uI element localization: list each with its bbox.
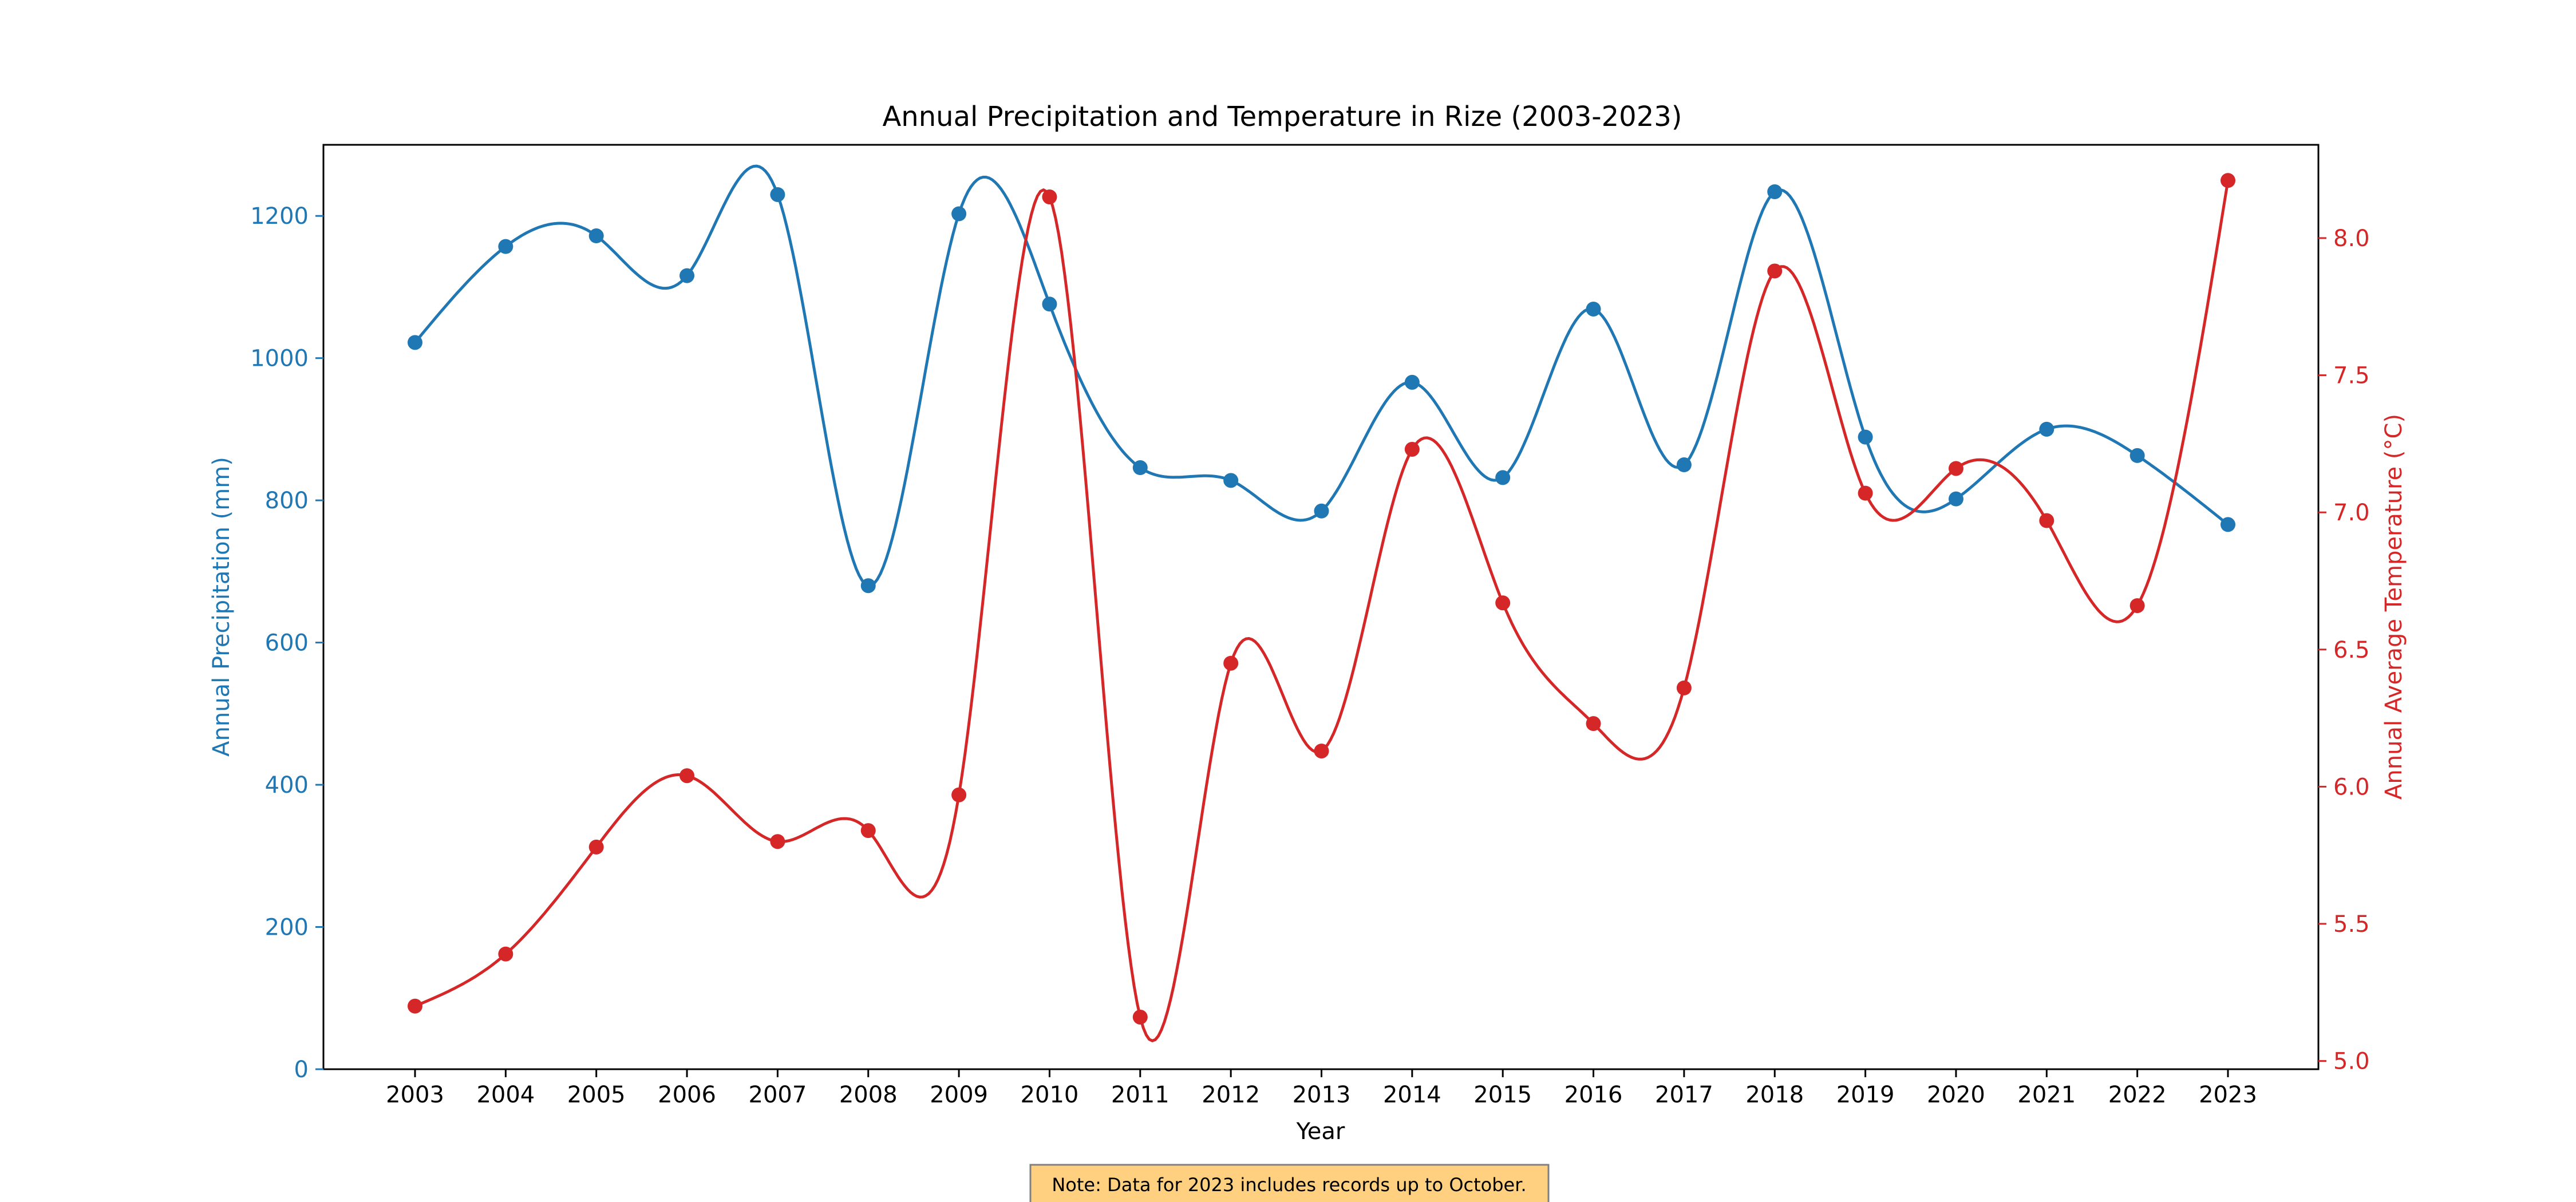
precipitation-data-point <box>1586 301 1601 317</box>
temperature-data-point <box>588 839 604 855</box>
x-tick-label: 2009 <box>930 1082 988 1108</box>
left-y-tick-label: 400 <box>265 772 309 798</box>
precipitation-data-point <box>1495 470 1511 485</box>
x-tick-label: 2008 <box>839 1082 898 1108</box>
precipitation-data-point <box>588 228 604 244</box>
temperature-data-point <box>951 787 967 802</box>
precipitation-data-point <box>1858 429 1873 445</box>
precipitation-data-point <box>1767 184 1783 199</box>
left-y-axis-ticks: 0 200 400 600 800 1000 1200 <box>250 203 323 1083</box>
left-y-tick-label: 1000 <box>250 346 309 372</box>
precipitation-data-point <box>1404 374 1420 390</box>
x-tick-label: 2022 <box>2108 1082 2167 1108</box>
temperature-data-point <box>1858 485 1873 501</box>
precipitation-data-point <box>951 206 967 222</box>
left-y-axis-label: Annual Precipitation (mm) <box>208 457 235 757</box>
x-tick-label: 2006 <box>658 1082 716 1108</box>
x-tick-label: 2016 <box>1564 1082 1623 1108</box>
x-tick-label: 2010 <box>1021 1082 1079 1108</box>
precipitation-data-point <box>1042 296 1057 312</box>
temperature-data-point <box>1948 461 1963 476</box>
precipitation-data-point <box>498 239 513 254</box>
temperature-data-point <box>1223 655 1239 671</box>
temperature-data-point <box>860 823 876 839</box>
x-tick-label: 2011 <box>1111 1082 1170 1108</box>
x-axis-ticks: 2003 2004 2005 2006 2007 2008 2009 2010 2011 2012… <box>386 1069 2257 1108</box>
left-y-tick-label: 600 <box>265 630 309 657</box>
x-tick-label: 2013 <box>1293 1082 1351 1108</box>
x-tick-label: 2012 <box>1202 1082 1260 1108</box>
temperature-data-point <box>408 998 422 1014</box>
precipitation-data-point <box>2221 517 2235 532</box>
temperature-data-point <box>2129 598 2145 614</box>
temperature-data-point <box>1586 716 1601 732</box>
annotation-box: Note: Data for 2023 includes records up … <box>1029 1164 1550 1202</box>
temperature-data-point <box>2039 513 2055 528</box>
temperature-data-point <box>1495 595 1511 611</box>
right-y-tick-label: 8.0 <box>2333 226 2370 252</box>
right-y-axis-label: Annual Average Temperature (°C) <box>2381 414 2407 800</box>
x-tick-label: 2023 <box>2199 1082 2257 1108</box>
x-tick-label: 2014 <box>1383 1082 1441 1108</box>
right-y-tick-label: 5.5 <box>2333 911 2370 938</box>
x-tick-label: 2018 <box>1745 1082 1804 1108</box>
right-y-tick-label: 5.0 <box>2333 1049 2370 1075</box>
right-y-axis-ticks: 5.0 5.5 6.0 6.5 7.0 7.5 8.0 <box>2318 226 2370 1075</box>
annotation-text: Note: Data for 2023 includes records up … <box>1052 1174 1526 1196</box>
precipitation-data-point <box>1132 460 1148 476</box>
precipitation-data-point <box>1676 457 1692 473</box>
left-y-tick-label: 200 <box>265 915 309 941</box>
right-y-tick-label: 6.0 <box>2333 774 2370 800</box>
chart-title: Annual Precipitation and Temperature in … <box>882 101 1682 133</box>
precipitation-data-point <box>860 578 876 594</box>
precipitation-data-point <box>679 268 695 283</box>
x-tick-label: 2004 <box>476 1082 535 1108</box>
annotation-box-background <box>1029 1164 1550 1202</box>
x-axis-label: Year <box>1296 1118 1345 1145</box>
precipitation-data-point <box>1948 491 1963 507</box>
right-y-tick-label: 7.5 <box>2333 363 2370 389</box>
x-tick-label: 2015 <box>1473 1082 1532 1108</box>
temperature-data-point <box>2221 173 2235 188</box>
series-layer <box>408 164 2235 1042</box>
right-y-tick-label: 7.0 <box>2333 500 2370 526</box>
right-y-tick-label: 6.5 <box>2333 637 2370 663</box>
precipitation-data-point <box>1314 503 1329 519</box>
temperature-data-point <box>1314 744 1329 759</box>
temperature-data-point <box>1404 441 1420 457</box>
temperature-data-point <box>1042 189 1057 205</box>
temperature-data-point <box>1132 1009 1148 1025</box>
x-tick-label: 2020 <box>1927 1082 1985 1108</box>
left-y-tick-label: 800 <box>265 488 309 514</box>
temperature-data-point <box>679 768 695 784</box>
temperature-data-point <box>770 834 785 849</box>
x-tick-label: 2021 <box>2017 1082 2076 1108</box>
temperature-data-point <box>498 946 513 962</box>
precipitation-data-point <box>1223 473 1239 488</box>
x-tick-label: 2019 <box>1836 1082 1895 1108</box>
x-tick-label: 2017 <box>1655 1082 1713 1108</box>
left-y-tick-label: 1200 <box>250 203 309 230</box>
temperature-data-point <box>1676 680 1692 695</box>
precipitation-data-point <box>770 187 785 202</box>
precipitation-data-point <box>408 335 422 350</box>
x-tick-label: 2007 <box>749 1082 807 1108</box>
left-y-tick-label: 0 <box>294 1057 309 1083</box>
x-tick-label: 2003 <box>386 1082 444 1108</box>
temperature-data-point <box>1767 263 1783 279</box>
precipitation-data-point <box>2129 448 2145 463</box>
x-tick-label: 2005 <box>567 1082 626 1108</box>
precipitation-data-point <box>2039 421 2055 437</box>
